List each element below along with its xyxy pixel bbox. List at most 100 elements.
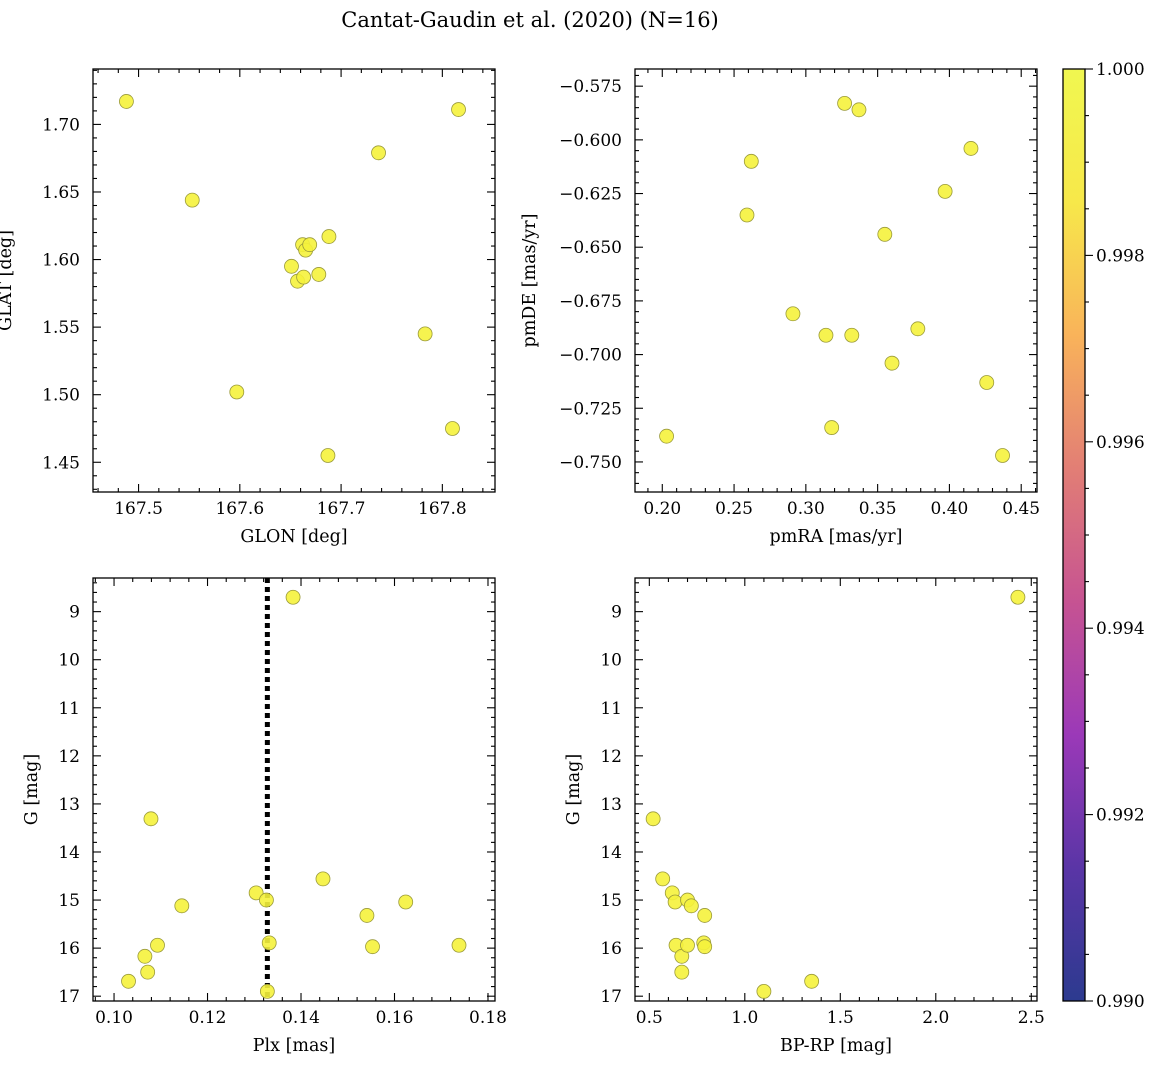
data-point	[910, 321, 926, 337]
data-point	[143, 811, 159, 827]
y-tick-label: 11	[600, 699, 622, 719]
y-tick-label: −0.600	[559, 131, 622, 151]
data-point	[804, 973, 820, 989]
data-point	[979, 375, 995, 390]
y-tick-label: −0.725	[559, 399, 622, 419]
y-tick-label: 17	[600, 987, 622, 1007]
panel-bprp-g: 0.5 1.0 1.5 2.0 2.5 9 10 11 12 13 14 15 16 17 BP-RP [m…	[564, 577, 1045, 1056]
data-point	[451, 937, 467, 953]
colorbar-tick-label: 0.994	[1096, 619, 1145, 639]
data-point	[365, 939, 380, 955]
y-tick-label: −0.575	[559, 77, 622, 97]
colorbar-tick-label: 1.000	[1096, 60, 1145, 80]
axes-frame	[634, 577, 1038, 1002]
x-tick-label: 0.40	[930, 499, 968, 519]
x-tick-label: 167.6	[215, 499, 264, 519]
x-tick-label: 0.35	[859, 499, 897, 519]
x-tick-label: 0.16	[376, 1008, 414, 1028]
data-point	[785, 306, 801, 322]
colorbar-tick-label: 0.990	[1096, 992, 1145, 1012]
data-point	[674, 964, 690, 980]
data-point	[739, 207, 755, 223]
x-tick-label: 0.25	[715, 499, 753, 519]
x-tick-label: 0.20	[643, 499, 681, 519]
data-point	[645, 811, 661, 827]
x-tick-label: 1.5	[827, 1008, 854, 1028]
x-tick-label: 0.30	[787, 499, 825, 519]
data-point	[937, 183, 953, 199]
data-point	[743, 153, 759, 169]
x-tick-label: 167.8	[418, 499, 467, 519]
panel-glon-glat: 167.5 167.6 167.7 167.8 1.45 1.50 1.55 1.60 1.65…	[0, 68, 496, 547]
x-tick-label: 1.0	[731, 1008, 758, 1028]
data-point	[119, 94, 134, 109]
data-point	[417, 326, 433, 342]
y-tick-label: 1.55	[42, 318, 80, 338]
y-tick-label: 11	[58, 699, 80, 719]
data-point	[311, 267, 327, 282]
data-point	[259, 983, 275, 999]
data-point	[184, 192, 200, 208]
data-point	[359, 908, 375, 923]
y-tick-label: 13	[600, 795, 622, 815]
data-point	[877, 226, 893, 242]
data-point	[302, 237, 318, 253]
y-tick-label: 10	[600, 651, 622, 671]
colorbar-gradient	[1063, 69, 1085, 1001]
data-point	[824, 420, 840, 435]
data-point	[121, 973, 136, 989]
data-point	[844, 327, 860, 343]
y-tick-label: 12	[58, 747, 80, 767]
y-axis-label: GLAT [deg]	[0, 230, 16, 331]
data-point	[398, 894, 414, 910]
data-point	[285, 589, 301, 605]
y-tick-label: 9	[611, 603, 622, 623]
x-axis-label: pmRA [mas/yr]	[770, 527, 903, 547]
data-point	[259, 892, 274, 908]
x-tick-label: 0.14	[282, 1008, 320, 1028]
data-point	[315, 871, 331, 887]
y-tick-label: 14	[58, 843, 80, 863]
data-point	[451, 102, 466, 117]
y-axis-label: pmDE [mas/yr]	[520, 214, 540, 348]
data-point	[137, 948, 153, 964]
x-axis-label: GLON [deg]	[240, 527, 347, 547]
data-point	[248, 885, 264, 901]
y-tick-label: 1.45	[42, 453, 80, 473]
axes-frame	[634, 68, 1038, 493]
y-tick-label: 16	[600, 939, 622, 959]
data-point	[680, 937, 695, 953]
data-point	[667, 894, 683, 910]
data-point	[321, 229, 337, 244]
y-tick-label: −0.650	[559, 238, 622, 258]
y-tick-label: −0.700	[559, 346, 622, 366]
data-point	[445, 421, 460, 436]
data-point	[150, 937, 165, 953]
y-tick-label: 1.50	[42, 386, 80, 406]
y-axis-label: G [mag]	[564, 754, 584, 825]
colorbar-tick-label: 0.992	[1096, 806, 1145, 826]
data-point	[174, 898, 190, 914]
data-point	[371, 145, 386, 161]
y-tick-label: 13	[58, 795, 80, 815]
data-point	[963, 141, 979, 156]
x-axis-label: BP-RP [mag]	[780, 1036, 892, 1056]
colorbar-tick-label: 0.998	[1096, 246, 1145, 266]
x-tick-label: 2.0	[922, 1008, 949, 1028]
y-tick-label: 1.65	[42, 183, 80, 203]
y-tick-label: 10	[58, 651, 80, 671]
y-tick-label: 1.70	[42, 115, 80, 135]
colorbar-frame	[1062, 68, 1086, 1002]
data-point	[818, 327, 834, 343]
x-tick-label: 0.18	[469, 1008, 507, 1028]
x-tick-label: 167.7	[317, 499, 366, 519]
y-tick-label: 15	[58, 891, 80, 911]
data-point	[229, 384, 245, 400]
data-point	[320, 448, 336, 463]
y-tick-label: 14	[600, 843, 622, 863]
y-tick-label: −0.750	[559, 453, 622, 473]
data-point	[655, 871, 671, 887]
colorbar-tick-label: 0.996	[1096, 433, 1145, 453]
data-point	[837, 95, 853, 111]
